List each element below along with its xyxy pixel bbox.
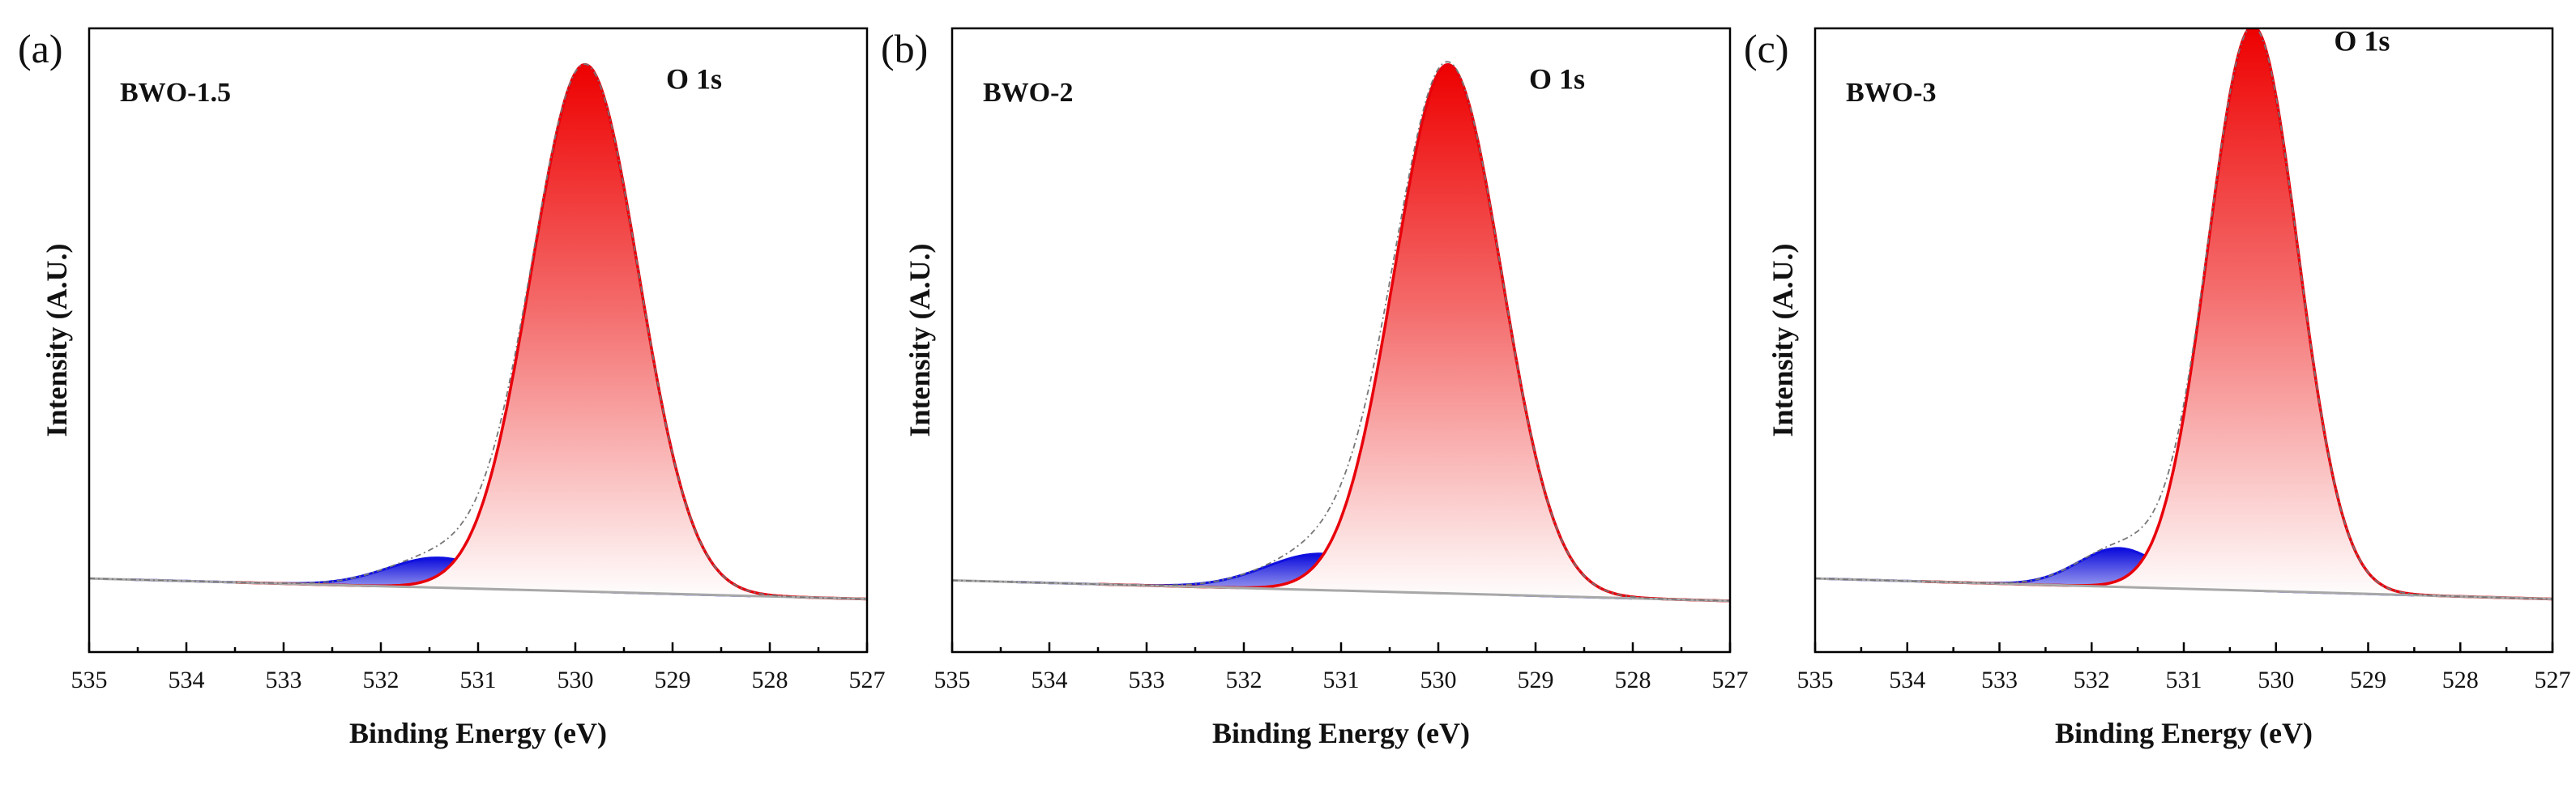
background-line [952,578,1730,603]
main-peak-fill [1921,28,2553,599]
x-tick-label: 535 [934,667,971,693]
x-tick-label: 528 [1615,667,1651,693]
x-axis-title: Binding Energy (eV) [2055,717,2313,749]
x-tick-label: 534 [1889,667,1925,693]
shoulder-peak-fill [1825,548,2414,595]
panel-2: 535 534 533 532 531 530 529 528 527 Binding Energ… [881,26,1749,749]
x-tick-label: 531 [2166,667,2202,693]
main-peak-fill [235,64,867,599]
sample-label: BWO-1.5 [120,78,231,108]
x-tick-label: 533 [266,667,302,693]
x-tick-label: 532 [363,667,399,693]
y-axis-title: Intensity (A.U.) [904,244,936,437]
x-tick-label: 535 [71,667,108,693]
y-axis-title: Intensity (A.U.) [41,244,73,437]
sample-label: BWO-2 [983,78,1073,108]
panel-letter: (c) [1744,26,1789,71]
x-tick-label: 533 [1129,667,1165,693]
x-tick-label: 531 [460,667,497,693]
x-tick-label: 529 [2350,667,2386,693]
panel-letter: (a) [18,26,63,71]
panel-letter: (b) [881,26,928,71]
x-tick-label: 530 [557,667,594,693]
sample-label: BWO-3 [1846,78,1936,108]
x-tick-label: 532 [2074,667,2110,693]
x-tick-label: 534 [169,667,205,693]
peak-annotation: O 1s [2334,24,2390,57]
background-line [89,577,867,601]
x-tick-label: 530 [1420,667,1457,693]
envelope-fit-line [952,61,1730,602]
x-tick-label: 535 [1797,667,1834,693]
x-tick-label: 533 [1981,667,2018,693]
x-tick-label: 527 [1712,667,1749,693]
x-tick-label: 527 [849,667,886,693]
panel-3: 535 534 533 532 531 530 529 528 527 Binding Energ… [1744,24,2571,749]
x-axis-title: Binding Energy (eV) [349,717,607,749]
x-tick-label: 530 [2258,667,2294,693]
panel-1: 535 534 533 532 531 530 529 528 527 Binding Energ… [18,26,886,749]
y-axis-title: Intensity (A.U.) [1766,244,1799,437]
x-tick-label: 532 [1226,667,1262,693]
x-tick-label: 531 [1323,667,1360,693]
x-tick-label: 528 [2442,667,2479,693]
main-peak-fill [1098,64,1730,601]
envelope-fit-line [1815,28,2553,600]
x-tick-label: 534 [1032,667,1068,693]
envelope-fit-line [89,63,867,600]
x-tick-label: 528 [752,667,788,693]
x-axis-title: Binding Energy (eV) [1212,717,1470,749]
peak-annotation: O 1s [1529,63,1585,96]
x-tick-label: 527 [2535,667,2571,693]
x-tick-label: 529 [1518,667,1554,693]
peak-annotation: O 1s [666,63,722,96]
x-tick-label: 529 [655,667,691,693]
